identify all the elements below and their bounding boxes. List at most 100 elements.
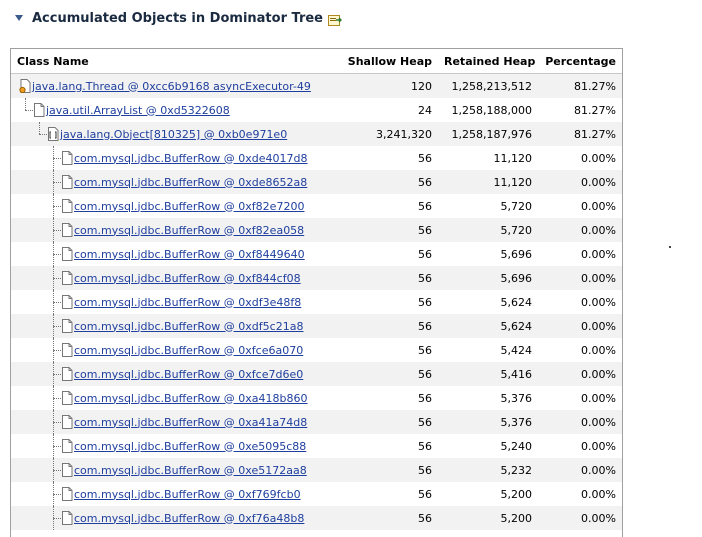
column-header-shallow-heap[interactable]: Shallow Heap — [331, 49, 438, 74]
object-icon — [61, 223, 73, 237]
class-name-cell: com.mysql.jdbc.BufferRow @ 0xf82e7200 — [11, 194, 331, 218]
tree-guide-line — [47, 482, 61, 506]
column-header-retained-heap[interactable]: Retained Heap — [438, 49, 538, 74]
table-row[interactable]: com.mysql.jdbc.BufferRow @ 0xf82ea058 56 5… — [11, 218, 622, 242]
tree-guide-line — [33, 290, 47, 314]
tree-guide-line — [33, 506, 47, 530]
tree-guide-line — [33, 218, 47, 242]
shallow-heap-cell: 56 — [418, 391, 432, 405]
object-link[interactable]: java.lang.Thread @ 0xcc6b9168 asyncExecu… — [32, 79, 311, 93]
retained-heap-cell: 5,240 — [500, 439, 533, 453]
shallow-heap-cell: 120 — [411, 79, 432, 93]
class-name-cell: com.mysql.jdbc.BufferRow @ 0xf844cf08 — [11, 266, 331, 290]
class-name-cell: com.mysql.jdbc.BufferRow @ 0xfce6a070 — [11, 338, 331, 362]
object-icon — [61, 175, 73, 189]
percentage-cell: 0.00% — [581, 415, 616, 429]
export-icon[interactable] — [328, 12, 342, 26]
shallow-heap-cell: 24 — [418, 103, 432, 117]
class-name-cell: com.mysql.jdbc.BufferRow @ 0xf82ea058 — [11, 218, 331, 242]
retained-heap-cell: 1,258,187,976 — [451, 127, 532, 141]
object-link[interactable]: com.mysql.jdbc.BufferRow @ 0xf8449640 — [74, 247, 305, 261]
object-link[interactable]: com.mysql.jdbc.BufferRow @ 0xfce6a070 — [74, 343, 304, 357]
retained-heap-cell: 5,376 — [500, 415, 533, 429]
tree-guide-line — [47, 146, 61, 170]
object-link[interactable]: com.mysql.jdbc.BufferRow @ 0xde8652a8 — [74, 175, 308, 189]
column-header-class-name[interactable]: Class Name — [11, 49, 331, 74]
object-link[interactable]: com.mysql.jdbc.BufferRow @ 0xf76a48b8 — [74, 511, 305, 525]
tree-guide-line — [19, 434, 33, 458]
retained-heap-cell: 1,258,213,512 — [451, 79, 532, 93]
class-name-cell: com.mysql.jdbc.BufferRow @ 0xf769fcb0 — [11, 482, 331, 506]
shallow-heap-cell: 56 — [418, 247, 432, 261]
percentage-cell: 0.00% — [581, 343, 616, 357]
tree-guide-line — [19, 482, 33, 506]
table-row[interactable]: com.mysql.jdbc.BufferRow @ 0xf769fcb0 56 5… — [11, 482, 622, 506]
retained-heap-cell: 5,200 — [500, 487, 533, 501]
tree-guide-line — [33, 266, 47, 290]
table-row[interactable]: com.mysql.jdbc.BufferRow @ 0xdf3e48f8 56 5… — [11, 290, 622, 314]
object-icon — [33, 103, 45, 117]
tree-guide-line — [33, 362, 47, 386]
tree-guide-line — [19, 386, 33, 410]
object-link[interactable]: com.mysql.jdbc.BufferRow @ 0xde4017d8 — [74, 151, 308, 165]
shallow-heap-cell: 3,241,320 — [376, 127, 432, 141]
table-row[interactable]: com.mysql.jdbc.BufferRow @ 0xde8652a8 56 1… — [11, 170, 622, 194]
object-icon — [61, 151, 73, 165]
object-icon — [61, 247, 73, 261]
tree-guide-line — [33, 482, 47, 506]
retained-heap-cell: 5,416 — [500, 367, 533, 381]
tree-guide-line — [47, 386, 61, 410]
section-title: Accumulated Objects in Dominator Tree — [32, 10, 323, 26]
object-link[interactable]: com.mysql.jdbc.BufferRow @ 0xf844cf08 — [74, 271, 301, 285]
tree-guide-line — [33, 242, 47, 266]
table-row[interactable]: com.mysql.jdbc.BufferRow @ 0xe5095c88 56 5… — [11, 434, 622, 458]
object-link[interactable]: com.mysql.jdbc.BufferRow @ 0xdf3e48f8 — [74, 295, 302, 309]
shallow-heap-cell: 56 — [418, 367, 432, 381]
table-row[interactable]: com.mysql.jdbc.BufferRow @ 0xde4017d8 56 1… — [11, 146, 622, 170]
table-row[interactable]: java.util.ArrayList @ 0xd5322608 24 1,258,… — [11, 98, 622, 122]
object-link[interactable]: java.lang.Object[810325] @ 0xb0e971e0 — [60, 127, 288, 141]
table-row[interactable]: com.mysql.jdbc.BufferRow @ 0xe5172aa8 56 5… — [11, 458, 622, 482]
tree-guide-line — [47, 458, 61, 482]
object-link[interactable]: com.mysql.jdbc.BufferRow @ 0xe5095c88 — [74, 439, 307, 453]
object-link[interactable]: com.mysql.jdbc.BufferRow @ 0xf82e7200 — [74, 199, 305, 213]
percentage-cell: 0.00% — [581, 151, 616, 165]
table-row[interactable]: java.lang.Thread @ 0xcc6b9168 asyncExecu… — [11, 73, 622, 99]
object-icon — [61, 367, 73, 381]
column-header-percentage[interactable]: Percentage — [538, 49, 622, 74]
shallow-heap-cell: 56 — [418, 223, 432, 237]
tree-guide-line — [47, 266, 61, 290]
table-row[interactable]: com.mysql.jdbc.BufferRow @ 0xf8449640 56 5… — [11, 242, 622, 266]
dominator-tree-table: Class Name Shallow Heap Retained Heap Pe… — [10, 48, 623, 537]
table-row[interactable]: com.mysql.jdbc.BufferRow @ 0xdf5c21a8 56 5… — [11, 314, 622, 338]
shallow-heap-cell: 56 — [418, 199, 432, 213]
tree-guide-line — [19, 506, 33, 530]
table-row[interactable]: com.mysql.jdbc.BufferRow @ 0xf844cf08 56 5… — [11, 266, 622, 290]
table-row[interactable]: com.mysql.jdbc.BufferRow @ 0xf76a48b8 56 5… — [11, 506, 622, 530]
table-row[interactable]: com.mysql.jdbc.BufferRow @ 0xfce7d6e0 56 5… — [11, 362, 622, 386]
tree-guide-line — [33, 434, 47, 458]
object-link[interactable]: com.mysql.jdbc.BufferRow @ 0xfce7d6e0 — [74, 367, 304, 381]
object-link[interactable]: com.mysql.jdbc.BufferRow @ 0xa41a74d8 — [74, 415, 308, 429]
table-row[interactable]: com.mysql.jdbc.BufferRow @ 0xa41a74d8 56 5… — [11, 410, 622, 434]
table-row[interactable]: java.lang.Object[810325] @ 0xb0e971e0 3,2… — [11, 122, 622, 146]
table-header-row: Class Name Shallow Heap Retained Heap Pe… — [11, 49, 622, 74]
object-link[interactable]: com.mysql.jdbc.BufferRow @ 0xf82ea058 — [74, 223, 305, 237]
tree-guide-line — [19, 242, 33, 266]
table-row[interactable]: com.mysql.jdbc.BufferRow @ 0xfce6a070 56 5… — [11, 338, 622, 362]
section-header[interactable]: Accumulated Objects in Dominator Tree — [14, 8, 342, 28]
tree-guide-line — [19, 98, 33, 122]
retained-heap-cell: 5,232 — [500, 463, 533, 477]
class-name-cell: com.mysql.jdbc.BufferRow @ 0xde4017d8 — [11, 146, 331, 170]
class-name-cell: java.lang.Thread @ 0xcc6b9168 asyncExecu… — [11, 74, 331, 99]
tree-guide-line — [19, 266, 33, 290]
object-link[interactable]: com.mysql.jdbc.BufferRow @ 0xa418b860 — [74, 391, 308, 405]
object-link[interactable]: com.mysql.jdbc.BufferRow @ 0xf769fcb0 — [74, 487, 301, 501]
object-link[interactable]: com.mysql.jdbc.BufferRow @ 0xdf5c21a8 — [74, 319, 304, 333]
object-link[interactable]: java.util.ArrayList @ 0xd5322608 — [46, 103, 230, 117]
triangle-down-icon[interactable] — [14, 13, 24, 23]
object-link[interactable]: com.mysql.jdbc.BufferRow @ 0xe5172aa8 — [74, 463, 307, 477]
table-row[interactable]: com.mysql.jdbc.BufferRow @ 0xa418b860 56 5… — [11, 386, 622, 410]
table-row[interactable]: com.mysql.jdbc.BufferRow @ 0xf82e7200 56 5… — [11, 194, 622, 218]
shallow-heap-cell: 56 — [418, 463, 432, 477]
